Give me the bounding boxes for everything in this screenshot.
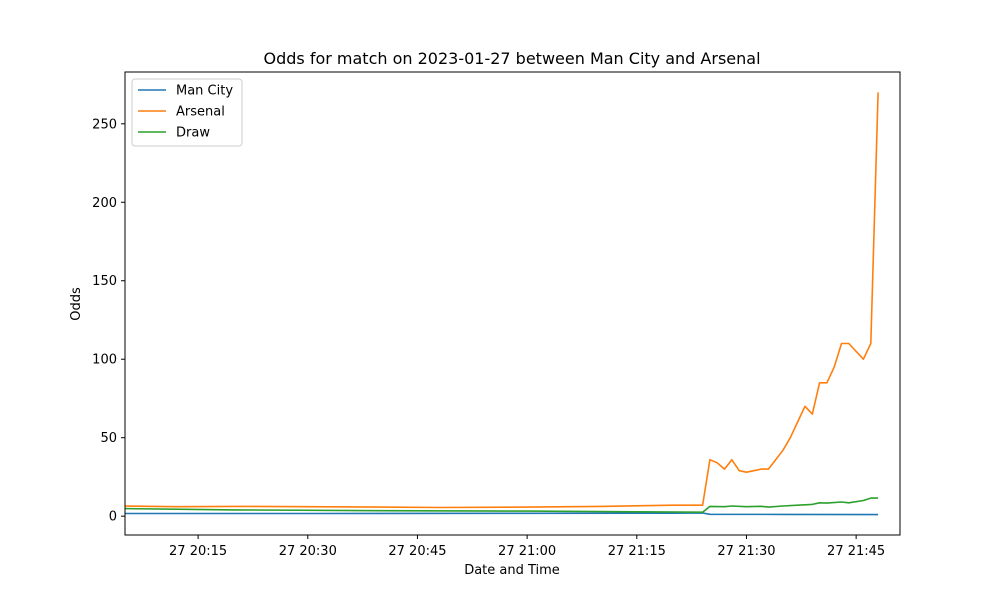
legend-label-draw: Draw: [176, 126, 210, 141]
series-layer: [124, 92, 879, 516]
x-tick-label: 27 20:30: [279, 544, 337, 559]
x-tick-label: 27 21:15: [608, 544, 666, 559]
plot-area-frame: [124, 71, 901, 536]
y-axis-ticks: 0 50 100 150 200 250: [92, 117, 125, 525]
y-tick-label: 100: [92, 353, 117, 368]
x-tick-label: 27 20:45: [388, 544, 446, 559]
y-tick-label: 250: [92, 117, 117, 132]
y-tick-label: 150: [92, 274, 117, 289]
series-line-draw: [124, 497, 879, 514]
y-tick-label: 0: [109, 510, 117, 525]
chart-title: Odds for match on 2023-01-27 between Man…: [263, 49, 760, 68]
y-tick-label: 200: [92, 196, 117, 211]
x-tick-label: 27 21:45: [827, 544, 885, 559]
series-line-arsenal: [124, 92, 879, 509]
legend-label-man-city: Man City: [176, 84, 233, 99]
series-line-man-city: [125, 512, 879, 516]
x-tick-label: 27 21:00: [498, 544, 556, 559]
legend-box: [131, 78, 243, 147]
x-tick-label: 27 20:15: [169, 544, 227, 559]
x-tick-label: 27 21:30: [717, 544, 775, 559]
x-axis-label: Date and Time: [464, 563, 560, 578]
legend-label-arsenal: Arsenal: [176, 105, 225, 120]
x-axis-ticks: 27 20:15 27 20:30 27 20:45 27 21:00 27 21:15…: [169, 535, 885, 559]
y-axis-label: Odds: [69, 287, 84, 321]
legend: Man City Arsenal Draw: [131, 78, 243, 147]
y-tick-label: 50: [100, 431, 117, 446]
